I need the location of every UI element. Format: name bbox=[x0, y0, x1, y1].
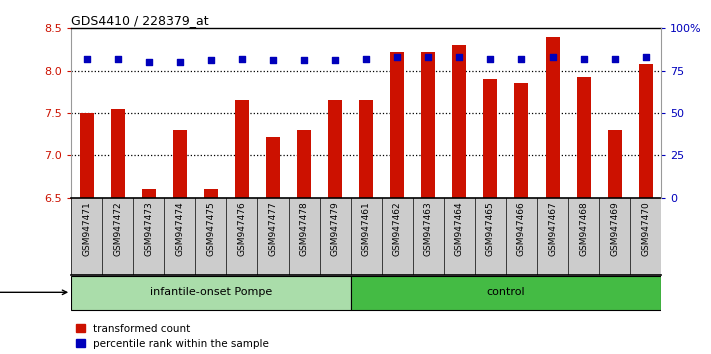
Text: infantile-onset Pompe: infantile-onset Pompe bbox=[150, 287, 272, 297]
Point bbox=[422, 54, 434, 60]
Text: GSM947475: GSM947475 bbox=[206, 201, 215, 256]
Point bbox=[578, 56, 589, 62]
Point bbox=[267, 58, 279, 63]
Text: GSM947467: GSM947467 bbox=[548, 201, 557, 256]
Point bbox=[299, 58, 310, 63]
Point bbox=[392, 54, 403, 60]
Bar bbox=[608, 130, 621, 198]
Text: control: control bbox=[486, 287, 525, 297]
Text: GSM947470: GSM947470 bbox=[641, 201, 650, 256]
Text: GSM947477: GSM947477 bbox=[269, 201, 277, 256]
Text: GSM947463: GSM947463 bbox=[424, 201, 433, 256]
Text: GSM947465: GSM947465 bbox=[486, 201, 495, 256]
Text: GSM947466: GSM947466 bbox=[517, 201, 526, 256]
Point bbox=[329, 58, 341, 63]
Point bbox=[143, 59, 154, 65]
Bar bbox=[515, 83, 528, 198]
Bar bbox=[351, 276, 661, 310]
Bar bbox=[297, 130, 311, 198]
Bar bbox=[452, 45, 466, 198]
Text: GSM947472: GSM947472 bbox=[113, 201, 122, 256]
Bar bbox=[483, 79, 498, 198]
Bar bbox=[71, 276, 351, 310]
Bar bbox=[422, 52, 435, 198]
Bar bbox=[235, 100, 249, 198]
Bar bbox=[359, 100, 373, 198]
Point bbox=[112, 56, 124, 62]
Text: GSM947462: GSM947462 bbox=[392, 201, 402, 256]
Bar bbox=[173, 130, 187, 198]
Text: GSM947474: GSM947474 bbox=[176, 201, 184, 256]
Bar bbox=[111, 109, 124, 198]
Text: disease state: disease state bbox=[0, 287, 67, 297]
Text: GSM947469: GSM947469 bbox=[610, 201, 619, 256]
Text: GSM947473: GSM947473 bbox=[144, 201, 154, 256]
Point bbox=[640, 54, 651, 60]
Point bbox=[81, 56, 92, 62]
Bar bbox=[545, 37, 560, 198]
Text: GSM947479: GSM947479 bbox=[331, 201, 340, 256]
Text: GSM947476: GSM947476 bbox=[237, 201, 247, 256]
Text: GSM947478: GSM947478 bbox=[299, 201, 309, 256]
Point bbox=[609, 56, 620, 62]
Point bbox=[360, 56, 372, 62]
Bar bbox=[80, 113, 94, 198]
Bar bbox=[638, 64, 653, 198]
Point bbox=[236, 56, 247, 62]
Bar bbox=[577, 78, 591, 198]
Text: GSM947461: GSM947461 bbox=[362, 201, 370, 256]
Point bbox=[174, 59, 186, 65]
Text: GSM947464: GSM947464 bbox=[455, 201, 464, 256]
Text: GSM947471: GSM947471 bbox=[82, 201, 91, 256]
Text: GDS4410 / 228379_at: GDS4410 / 228379_at bbox=[71, 14, 209, 27]
Point bbox=[515, 56, 527, 62]
Point bbox=[485, 56, 496, 62]
Legend: transformed count, percentile rank within the sample: transformed count, percentile rank withi… bbox=[76, 324, 269, 349]
Bar bbox=[390, 52, 405, 198]
Bar bbox=[328, 100, 342, 198]
Point bbox=[547, 54, 558, 60]
Bar bbox=[266, 137, 280, 198]
Text: GSM947468: GSM947468 bbox=[579, 201, 588, 256]
Bar bbox=[204, 189, 218, 198]
Point bbox=[454, 54, 465, 60]
Point bbox=[205, 58, 217, 63]
Bar bbox=[141, 189, 156, 198]
